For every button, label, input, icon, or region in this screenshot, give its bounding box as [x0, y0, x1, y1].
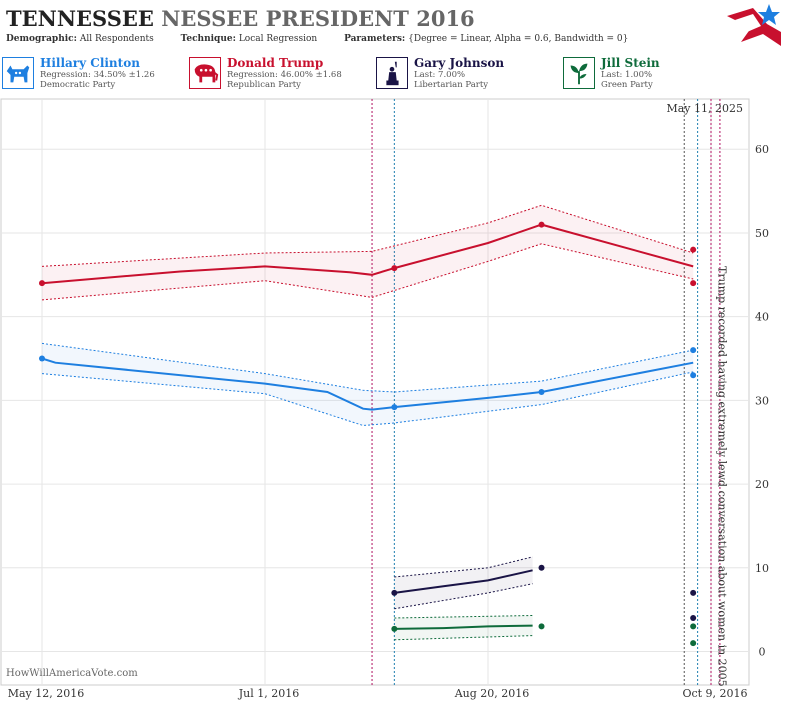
parameters: Parameters: {Degree = Linear, Alpha = 0.…	[344, 34, 640, 44]
poll-point	[391, 590, 397, 596]
title-rest: NESSEE PRESIDENT 2016	[161, 6, 474, 31]
demographic: Demographic: All Respondents	[6, 34, 166, 44]
x-axis: May 12, 2016 Jul 1, 2016 Aug 20, 2016 Oct 9…	[8, 687, 748, 700]
candidate-stat: Regression: 46.00% ±1.68	[227, 70, 342, 80]
candidate-stat: Last: 1.00%	[601, 70, 652, 80]
y-tick-label: 50	[755, 227, 769, 240]
candidate-party: Republican Party	[227, 80, 301, 90]
poll-point	[690, 623, 696, 629]
poll-point	[391, 404, 397, 410]
poll-point	[690, 280, 696, 286]
candidate-name: Hillary Clinton	[40, 56, 140, 70]
site-logo-icon	[723, 2, 783, 50]
technique: Technique: Local Regression	[181, 34, 330, 44]
x-tick-label: Jul 1, 2016	[238, 687, 300, 700]
y-tick-label: 20	[755, 478, 769, 491]
candidate-name: Gary Johnson	[414, 56, 504, 70]
poll-point	[539, 222, 545, 228]
y-tick-label: 40	[755, 311, 769, 324]
poll-point	[690, 247, 696, 253]
candidate-name: Donald Trump	[227, 56, 323, 70]
legend-johnson: Gary Johnson Last: 7.00% Libertarian Par…	[376, 56, 564, 92]
statue-of-liberty-icon	[376, 57, 408, 89]
candidate-name: Jill Stein	[601, 56, 660, 70]
poll-point	[690, 347, 696, 353]
x-tick-label: May 12, 2016	[8, 687, 85, 700]
poll-point	[690, 640, 696, 646]
date-label: May 11, 2025	[666, 102, 743, 115]
poll-point	[539, 565, 545, 571]
x-tick-label: Oct 9, 2016	[682, 687, 747, 700]
y-tick-label: 0	[759, 646, 766, 659]
poll-point	[539, 623, 545, 629]
legend-clinton: Hillary Clinton Regression: 34.50% ±1.26…	[2, 56, 190, 92]
candidate-party: Democratic Party	[40, 80, 115, 90]
poll-point	[391, 265, 397, 271]
poll-point	[39, 280, 45, 286]
y-tick-label: 30	[755, 394, 769, 407]
donkey-icon	[2, 57, 34, 89]
green-plant-icon	[563, 57, 595, 89]
site-watermark: HowWillAmericaVote.com	[6, 668, 138, 679]
title-state: TENNESSEE	[6, 6, 154, 31]
candidate-party: Green Party	[601, 80, 653, 90]
legend-trump: Donald Trump Regression: 46.00% ±1.68 Re…	[189, 56, 377, 92]
candidate-stat: Last: 7.00%	[414, 70, 465, 80]
poll-point	[690, 372, 696, 378]
chart: 0 10 20 30 40 50 60 May 12, 2016 Jul 1, 2016 Aug…	[0, 98, 789, 704]
elephant-icon	[189, 57, 221, 89]
poll-point	[391, 626, 397, 632]
y-tick-label: 60	[755, 143, 769, 156]
legend-stein: Jill Stein Last: 1.00% Green Party	[563, 56, 751, 92]
x-tick-label: Aug 20, 2016	[454, 687, 530, 700]
candidate-party: Libertarian Party	[414, 80, 488, 90]
poll-point	[39, 356, 45, 362]
poll-point	[690, 590, 696, 596]
y-axis: 0 10 20 30 40 50 60	[755, 143, 769, 658]
event-annotation: Trump recorded having extremely lewd con…	[715, 266, 728, 687]
poll-point	[539, 389, 545, 395]
poll-point	[690, 615, 696, 621]
y-tick-label: 10	[755, 562, 769, 575]
parameters-line: Demographic: All Respondents Technique: …	[6, 34, 652, 44]
page-title: TENNESSEE NESSEE PRESIDENT 2016	[6, 6, 475, 31]
candidate-stat: Regression: 34.50% ±1.26	[40, 70, 155, 80]
header: TENNESSEE NESSEE PRESIDENT 2016 Demograp…	[0, 0, 789, 100]
